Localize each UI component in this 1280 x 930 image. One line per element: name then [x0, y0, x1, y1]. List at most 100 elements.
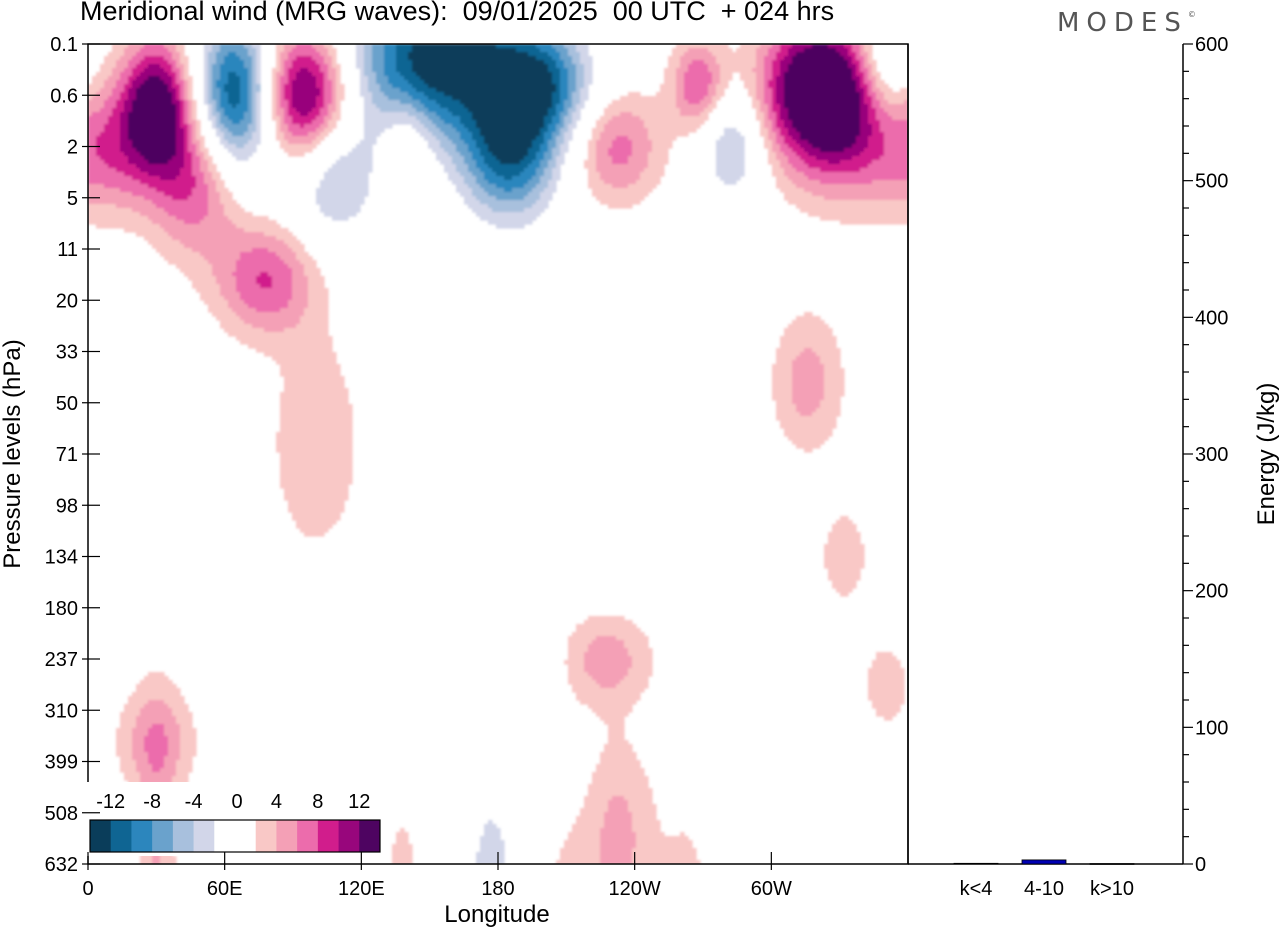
heatmap-cell: [180, 112, 185, 117]
heatmap-cell: [676, 96, 685, 101]
heatmap-cell: [760, 132, 769, 137]
heatmap-cell: [176, 80, 185, 85]
heatmap-cell: [556, 140, 565, 145]
heatmap-cell: [556, 136, 565, 141]
heatmap-cell: [864, 56, 869, 61]
heatmap-cell: [124, 708, 141, 713]
heatmap-cell: [688, 68, 709, 73]
heatmap-cell: [824, 376, 845, 381]
heatmap-cell: [820, 216, 908, 221]
heatmap-cell: [780, 424, 837, 429]
heatmap-cell: [580, 100, 585, 105]
heatmap-cell: [272, 72, 277, 77]
heatmap-cell: [296, 44, 313, 49]
heatmap-cell: [724, 180, 737, 185]
heatmap-cell: [188, 276, 217, 281]
heatmap-cell: [476, 180, 489, 185]
heatmap-cell: [308, 292, 329, 297]
heatmap-cell: [252, 104, 257, 109]
heatmap-cell: [276, 448, 353, 453]
heatmap-cell: [772, 164, 781, 169]
heatmap-cell: [872, 72, 881, 77]
heatmap-cell: [616, 636, 649, 641]
heatmap-cell: [772, 128, 781, 133]
heatmap-cell: [292, 292, 309, 297]
heatmap-cell: [272, 284, 293, 289]
heatmap-cell: [324, 172, 369, 177]
heatmap-cell: [868, 84, 873, 89]
heatmap-cell: [340, 156, 373, 161]
heatmap-cell: [392, 84, 413, 89]
heatmap-cell: [540, 180, 549, 185]
heatmap-cell: [256, 116, 261, 121]
heatmap-cell: [172, 712, 193, 717]
heatmap-cell: [596, 120, 609, 125]
heatmap-cell: [104, 124, 121, 129]
heatmap-cell: [740, 76, 757, 81]
heatmap-cell: [108, 76, 121, 81]
heatmap-cell: [456, 168, 469, 173]
heatmap-cell: [768, 104, 773, 109]
heatmap-cell: [856, 88, 865, 93]
heatmap-cell: [196, 288, 221, 293]
heatmap-cell: [208, 192, 221, 197]
heatmap-cell: [712, 96, 721, 101]
heatmap-cell: [632, 856, 697, 861]
heatmap-cell: [172, 84, 181, 89]
heatmap-cell: [864, 64, 873, 69]
heatmap-cell: [400, 88, 417, 93]
heatmap-cell: [120, 764, 137, 769]
heatmap-cell: [136, 88, 169, 93]
heatmap-cell: [280, 368, 341, 373]
heatmap-cell: [492, 152, 529, 157]
heatmap-cell: [560, 76, 569, 81]
heatmap-cell: [600, 828, 633, 833]
heatmap-cell: [316, 80, 325, 85]
heatmap-cell: [288, 108, 297, 113]
heatmap-cell: [412, 96, 429, 101]
heatmap-cell: [300, 124, 305, 129]
heatmap-cell: [304, 312, 329, 317]
heatmap-cell: [780, 188, 805, 193]
heatmap-cell: [460, 100, 553, 105]
heatmap-cell: [504, 188, 513, 193]
heatmap-cell: [276, 72, 285, 77]
heatmap-cell: [188, 100, 193, 105]
heatmap-cell: [440, 128, 457, 133]
heatmap-cell: [228, 72, 237, 77]
heatmap-cell: [464, 104, 553, 109]
heatmap-cell: [220, 116, 229, 121]
y-tick-label: 98: [56, 495, 78, 517]
heatmap-cell: [860, 124, 873, 129]
heatmap-cell: [784, 120, 793, 125]
heatmap-cell: [184, 152, 193, 157]
heatmap-cell: [252, 108, 257, 113]
heatmap-cell: [596, 768, 645, 773]
heatmap-cell: [860, 48, 865, 53]
heatmap-cell: [824, 552, 865, 557]
heatmap-cell: [128, 88, 137, 93]
heatmap-cell: [768, 116, 777, 121]
heatmap-cell: [544, 152, 553, 157]
heatmap-cell: [180, 72, 185, 77]
heatmap-cell: [648, 164, 665, 169]
heatmap-cell: [636, 836, 689, 841]
y-tick-label: 310: [45, 700, 78, 722]
heatmap-cell: [440, 160, 453, 165]
heatmap-cell: [760, 44, 773, 49]
heatmap-cell: [864, 148, 885, 153]
heatmap-cell: [280, 76, 289, 81]
y-tick-label: 5: [67, 188, 78, 210]
heatmap-cell: [208, 72, 213, 77]
heatmap-cell: [484, 828, 501, 833]
heatmap-cell: [320, 180, 369, 185]
heatmap-cell: [180, 76, 185, 81]
y-tick-label: 180: [45, 598, 78, 620]
heatmap-cell: [540, 164, 549, 169]
heatmap-cell: [604, 820, 633, 825]
heatmap-cell: [588, 672, 629, 677]
heatmap-cell: [212, 80, 217, 85]
heatmap-cell: [608, 808, 629, 813]
heatmap-cell: [412, 104, 425, 109]
heatmap-cell: [364, 56, 373, 61]
